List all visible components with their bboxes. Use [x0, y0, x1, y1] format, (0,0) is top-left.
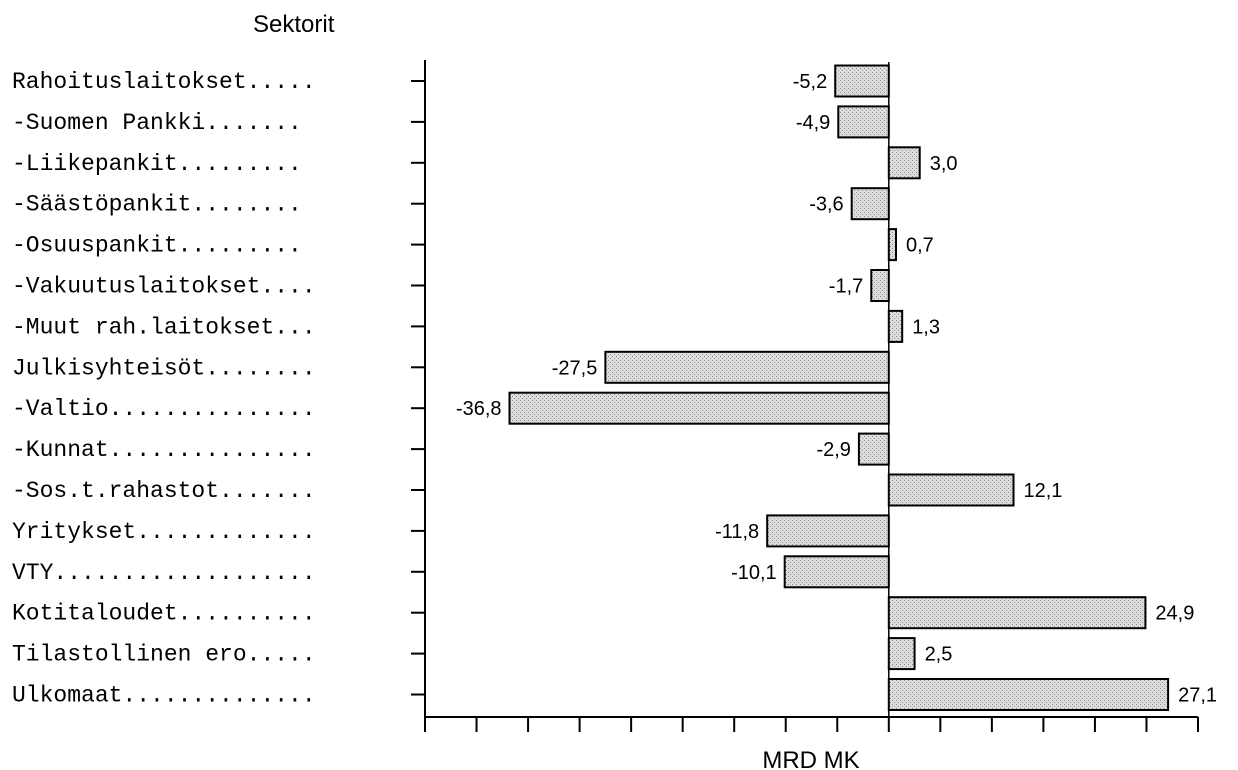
- bar: [850, 187, 890, 221]
- bar: [870, 269, 890, 302]
- bar: [887, 228, 898, 262]
- category-label: -Kunnat...............: [12, 437, 316, 463]
- data-label: 0,7: [906, 235, 934, 257]
- category-label: VTY...................: [12, 560, 316, 586]
- bar: [837, 105, 890, 139]
- data-label: -10,1: [731, 562, 777, 584]
- category-label: -Vakuutuslaitokset....: [12, 274, 316, 300]
- data-label: 12,1: [1024, 480, 1063, 502]
- data-label: -11,8: [715, 521, 759, 543]
- category-label: -Osuuspankit.........: [12, 233, 302, 259]
- bar: [887, 309, 904, 343]
- data-label: -2,9: [816, 439, 850, 461]
- bar: [887, 637, 916, 671]
- chart-title: Sektorit: [253, 11, 335, 38]
- category-label: -Valtio...............: [12, 396, 316, 422]
- category-label: Ulkomaat..............: [12, 683, 316, 709]
- category-label: Julkisyhteisöt........: [12, 355, 316, 381]
- category-label: Tilastollinen ero.....: [12, 642, 316, 668]
- bar: [887, 678, 1170, 711]
- bar: [887, 596, 1147, 630]
- data-label: 27,1: [1178, 685, 1217, 707]
- data-label: 3,0: [930, 153, 958, 175]
- bar: [766, 514, 890, 548]
- bar: [887, 473, 1015, 507]
- category-label: -Säästöpankit........: [12, 192, 302, 218]
- data-label: 1,3: [912, 316, 940, 338]
- bar: [783, 555, 890, 589]
- data-label: -36,8: [456, 398, 502, 420]
- x-axis-label: MRD MK: [762, 747, 859, 770]
- data-label: -1,7: [829, 276, 863, 298]
- data-label: -3,6: [809, 194, 843, 216]
- data-label: -5,2: [793, 71, 827, 93]
- bar: [834, 64, 890, 98]
- category-label: -Liikepankit.........: [12, 151, 302, 177]
- data-label: -4,9: [796, 112, 830, 134]
- category-label: -Suomen Pankki.......: [12, 110, 302, 136]
- category-label: Rahoituslaitokset.....: [12, 69, 316, 95]
- bar: [857, 432, 890, 466]
- category-label: Yritykset.............: [12, 519, 316, 545]
- bar: [604, 350, 890, 384]
- data-label: 2,5: [925, 644, 953, 666]
- data-label: -27,5: [552, 357, 598, 379]
- category-label: -Muut rah.laitokset...: [12, 314, 316, 340]
- category-label: -Sos.t.rahastot.......: [12, 478, 316, 504]
- bar: [508, 391, 890, 425]
- bar: [887, 146, 921, 180]
- category-label: Kotitaloudet..........: [12, 601, 316, 627]
- data-label: 24,9: [1155, 603, 1194, 625]
